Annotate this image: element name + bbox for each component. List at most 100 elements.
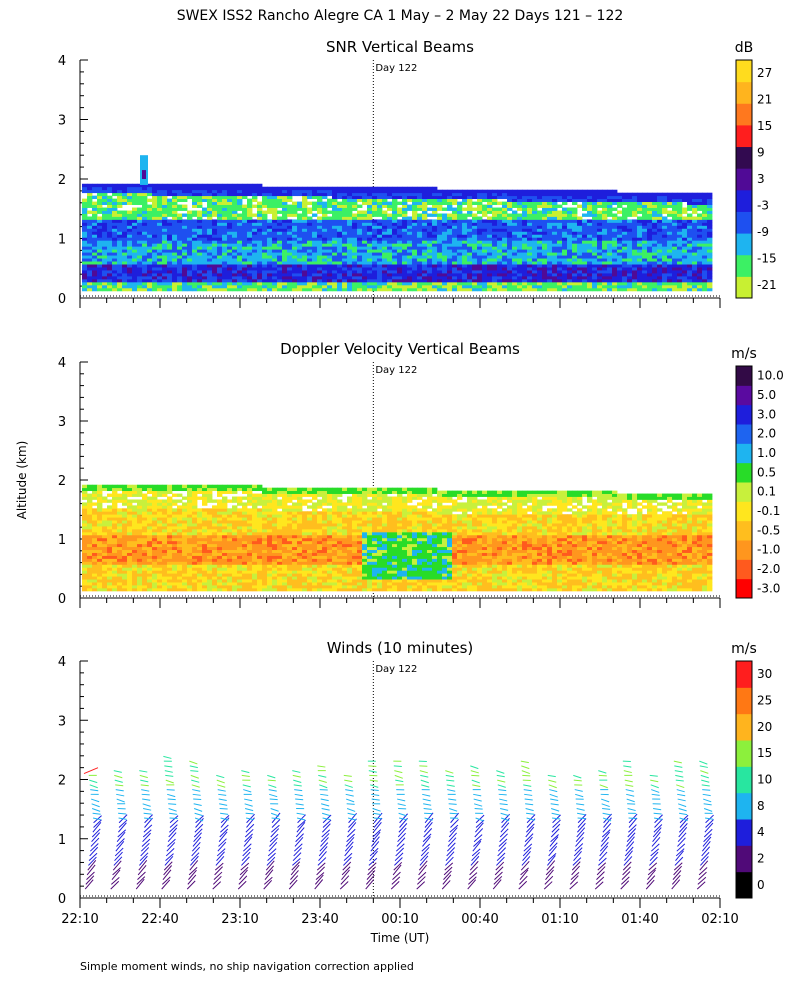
snr-cell	[307, 207, 313, 211]
snr-cell	[562, 195, 568, 200]
snr-cell	[442, 192, 448, 197]
snr-cell	[337, 192, 343, 197]
snr-cell	[482, 270, 488, 274]
snr-cell	[692, 255, 698, 259]
snr-cell	[267, 261, 273, 265]
snr-cell	[557, 287, 563, 292]
snr-cell	[297, 270, 303, 274]
snr-cell	[632, 222, 638, 226]
snr-cell	[172, 249, 178, 253]
snr-cell	[122, 287, 128, 292]
snr-cell	[367, 213, 373, 217]
snr-cell	[302, 240, 308, 244]
snr-cell	[597, 264, 603, 268]
snr-cell	[702, 243, 708, 247]
snr-cell	[342, 210, 348, 214]
snr-cell	[667, 204, 673, 208]
snr-cell	[222, 278, 228, 283]
snr-cell	[232, 219, 238, 223]
snr-cell	[322, 186, 328, 191]
snr-cell	[152, 204, 158, 208]
snr-cell	[637, 201, 643, 205]
snr-cell	[207, 270, 213, 274]
snr-cell	[292, 228, 298, 232]
snr-cell	[552, 243, 558, 247]
snr-cell	[417, 287, 423, 292]
doppler-cell	[82, 534, 88, 539]
snr-cell	[462, 228, 468, 232]
doppler-cell	[172, 587, 178, 592]
snr-cell	[477, 201, 483, 205]
snr-cell	[277, 234, 283, 238]
snr-cell	[292, 258, 298, 262]
snr-cell	[642, 216, 648, 220]
snr-cell	[487, 273, 493, 277]
snr-cell	[492, 228, 498, 232]
snr-cell	[357, 228, 363, 232]
doppler-cell	[172, 520, 178, 524]
snr-cell	[317, 270, 323, 274]
snr-cell	[302, 246, 308, 250]
snr-cell	[212, 252, 218, 256]
snr-cell	[602, 237, 608, 241]
snr-cell	[277, 287, 283, 292]
snr-cell	[652, 204, 658, 208]
snr-cell	[552, 281, 558, 286]
doppler-cell	[122, 549, 128, 553]
snr-cell	[372, 258, 378, 262]
snr-cell	[537, 234, 543, 238]
snr-cell	[522, 249, 528, 253]
snr-cell	[542, 243, 548, 247]
snr-cell	[217, 183, 223, 188]
snr-cell	[387, 192, 393, 197]
doppler-cell	[112, 484, 118, 489]
doppler-cell	[82, 496, 88, 500]
doppler-cell	[112, 505, 118, 509]
snr-cell	[577, 287, 583, 292]
doppler-cell	[152, 552, 158, 556]
snr-cell	[557, 195, 563, 200]
snr-cell	[317, 273, 323, 277]
snr-cell	[687, 234, 693, 238]
snr-cell	[382, 252, 388, 256]
doppler-cell	[152, 564, 158, 568]
snr-cell	[232, 183, 238, 188]
snr-cell	[472, 219, 478, 223]
snr-cell	[282, 207, 288, 211]
snr-cell	[217, 201, 223, 205]
snr-cell	[542, 222, 548, 226]
snr-cell	[382, 210, 388, 214]
snr-cell	[292, 246, 298, 250]
snr-cell	[267, 192, 273, 197]
snr-cell	[162, 275, 168, 280]
snr-cell	[552, 261, 558, 265]
snr-cell	[147, 192, 153, 197]
snr-cell	[647, 249, 653, 253]
snr-cell	[287, 278, 293, 283]
snr-cell	[222, 243, 228, 247]
snr-cell	[437, 287, 443, 292]
doppler-cell	[162, 514, 168, 518]
snr-cell	[472, 213, 478, 217]
snr-cell	[327, 222, 333, 226]
snr-cell	[97, 275, 103, 280]
snr-cell	[357, 270, 363, 274]
doppler-cell	[127, 523, 133, 527]
snr-cell	[212, 281, 218, 286]
doppler-cell	[87, 537, 93, 542]
snr-cell	[427, 278, 433, 283]
doppler-cell	[132, 585, 138, 589]
snr-cell	[657, 255, 663, 259]
snr-cell	[622, 252, 628, 256]
snr-cell	[252, 255, 258, 259]
doppler-cell	[112, 558, 118, 562]
snr-cell	[527, 225, 533, 229]
snr-cell	[587, 278, 593, 283]
doppler-cell	[162, 493, 168, 497]
snr-cell	[407, 204, 413, 208]
snr-cell	[172, 183, 178, 188]
snr-cell	[392, 275, 398, 280]
snr-cell	[502, 273, 508, 277]
snr-cell	[577, 243, 583, 247]
snr-cell	[242, 189, 248, 194]
